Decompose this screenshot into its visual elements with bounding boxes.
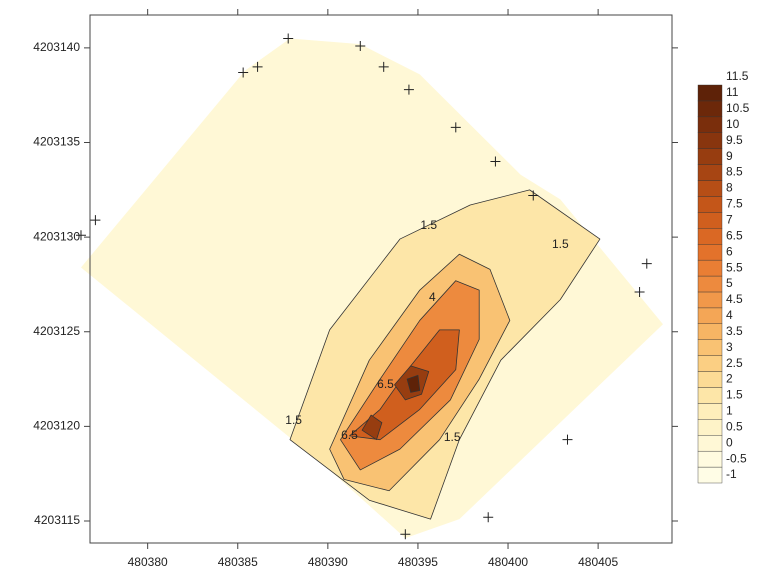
colorbar-swatch	[697, 116, 723, 133]
sample-point	[355, 41, 366, 52]
colorbar-swatch	[697, 164, 723, 181]
colorbar-swatch	[697, 355, 723, 372]
y-tick-label: 4203135	[33, 135, 80, 149]
colorbar-swatch	[697, 148, 723, 165]
sample-point	[90, 215, 101, 226]
x-tick-label: 480395	[398, 555, 438, 569]
x-tick-label: 480390	[308, 555, 348, 569]
colorbar-swatch	[697, 419, 723, 436]
colorbar-label: 1	[726, 404, 733, 418]
contour-label: 6.5	[377, 377, 394, 391]
colorbar-label: 0	[726, 435, 733, 449]
colorbar-label: 9.5	[726, 133, 743, 147]
colorbar-label: 5.5	[726, 260, 743, 274]
colorbar-label: 6.5	[726, 228, 743, 242]
colorbar-label: 9	[726, 149, 733, 163]
colorbar-swatch	[697, 212, 723, 229]
colorbar-label: 2	[726, 372, 733, 386]
colorbar-swatch	[697, 435, 723, 452]
contour-label: 6.5	[341, 428, 358, 442]
colorbar-label: 7.5	[726, 197, 743, 211]
colorbar-label: 7	[726, 212, 733, 226]
colorbar-swatch	[697, 275, 723, 293]
x-tick-label: 480400	[488, 555, 528, 569]
colorbar-label: 8	[726, 181, 733, 195]
contour-label: 1.5	[444, 430, 461, 444]
y-tick-label: 4203140	[33, 40, 80, 54]
sample-point	[403, 84, 414, 95]
colorbar-swatch	[697, 339, 723, 356]
colorbar-label: 11.5	[726, 69, 749, 83]
colorbar-label: -0.5	[726, 451, 747, 465]
x-tick-label: 480385	[218, 555, 258, 569]
sample-point	[283, 33, 294, 44]
colorbar-swatch	[697, 196, 723, 213]
colorbar-swatch	[697, 403, 723, 420]
colorbar-swatch	[697, 84, 723, 102]
colorbar-swatch	[697, 132, 723, 149]
colorbar-label: -1	[726, 467, 737, 481]
colorbar-swatch	[697, 228, 723, 245]
colorbar-swatch	[697, 387, 723, 404]
sample-point	[562, 434, 573, 445]
sample-point	[528, 190, 539, 201]
plot-frame	[89, 14, 673, 544]
colorbar-swatch	[697, 371, 723, 388]
sample-point	[378, 61, 389, 72]
colorbar-swatch	[697, 466, 723, 484]
colorbar-label: 4	[726, 308, 733, 322]
colorbar-swatch	[697, 243, 723, 261]
x-tick-label: 480380	[128, 555, 168, 569]
x-tick-label: 480405	[578, 555, 618, 569]
colorbar-label: 6	[726, 244, 733, 258]
sample-point	[634, 287, 645, 298]
colorbar-swatch	[697, 291, 723, 309]
y-tick-label: 4203120	[33, 419, 80, 433]
sample-point	[483, 512, 494, 523]
colorbar-label: 10.5	[726, 101, 750, 115]
sample-point	[490, 156, 501, 167]
colorbar-label: 5	[726, 276, 733, 290]
colorbar-swatch	[697, 180, 723, 197]
colorbar-swatch	[697, 450, 723, 468]
colorbar-swatch	[697, 259, 723, 277]
contour-region	[406, 374, 421, 393]
y-tick-label: 4203130	[33, 229, 80, 243]
colorbar-label: 3	[726, 340, 733, 354]
contour-label: 4	[429, 290, 436, 304]
colorbar-label: 3.5	[726, 324, 743, 338]
colorbar-label: 8.5	[726, 165, 743, 179]
colorbar-label: 10	[726, 117, 740, 131]
contour-label: 1.5	[552, 237, 569, 251]
colorbar-label: 2.5	[726, 356, 743, 370]
sample-point	[450, 122, 461, 133]
sample-point	[252, 61, 263, 72]
colorbar-swatch	[697, 100, 723, 118]
colorbar-label: 11	[726, 85, 739, 99]
sample-point	[75, 230, 86, 241]
sample-point	[238, 67, 249, 78]
contour-region	[361, 414, 383, 441]
y-tick-label: 4203115	[34, 513, 80, 527]
colorbar-swatch	[697, 323, 723, 340]
sample-point	[641, 258, 652, 269]
contour-label: 1.5	[285, 413, 302, 427]
sample-point	[400, 529, 411, 540]
colorbar-label: 0.5	[726, 419, 743, 433]
y-tick-label: 4203125	[33, 324, 80, 338]
colorbar-swatch	[697, 307, 723, 325]
contour-label: 1.5	[420, 218, 437, 232]
colorbar-label: 4.5	[726, 292, 743, 306]
colorbar-label: 1.5	[726, 388, 743, 402]
